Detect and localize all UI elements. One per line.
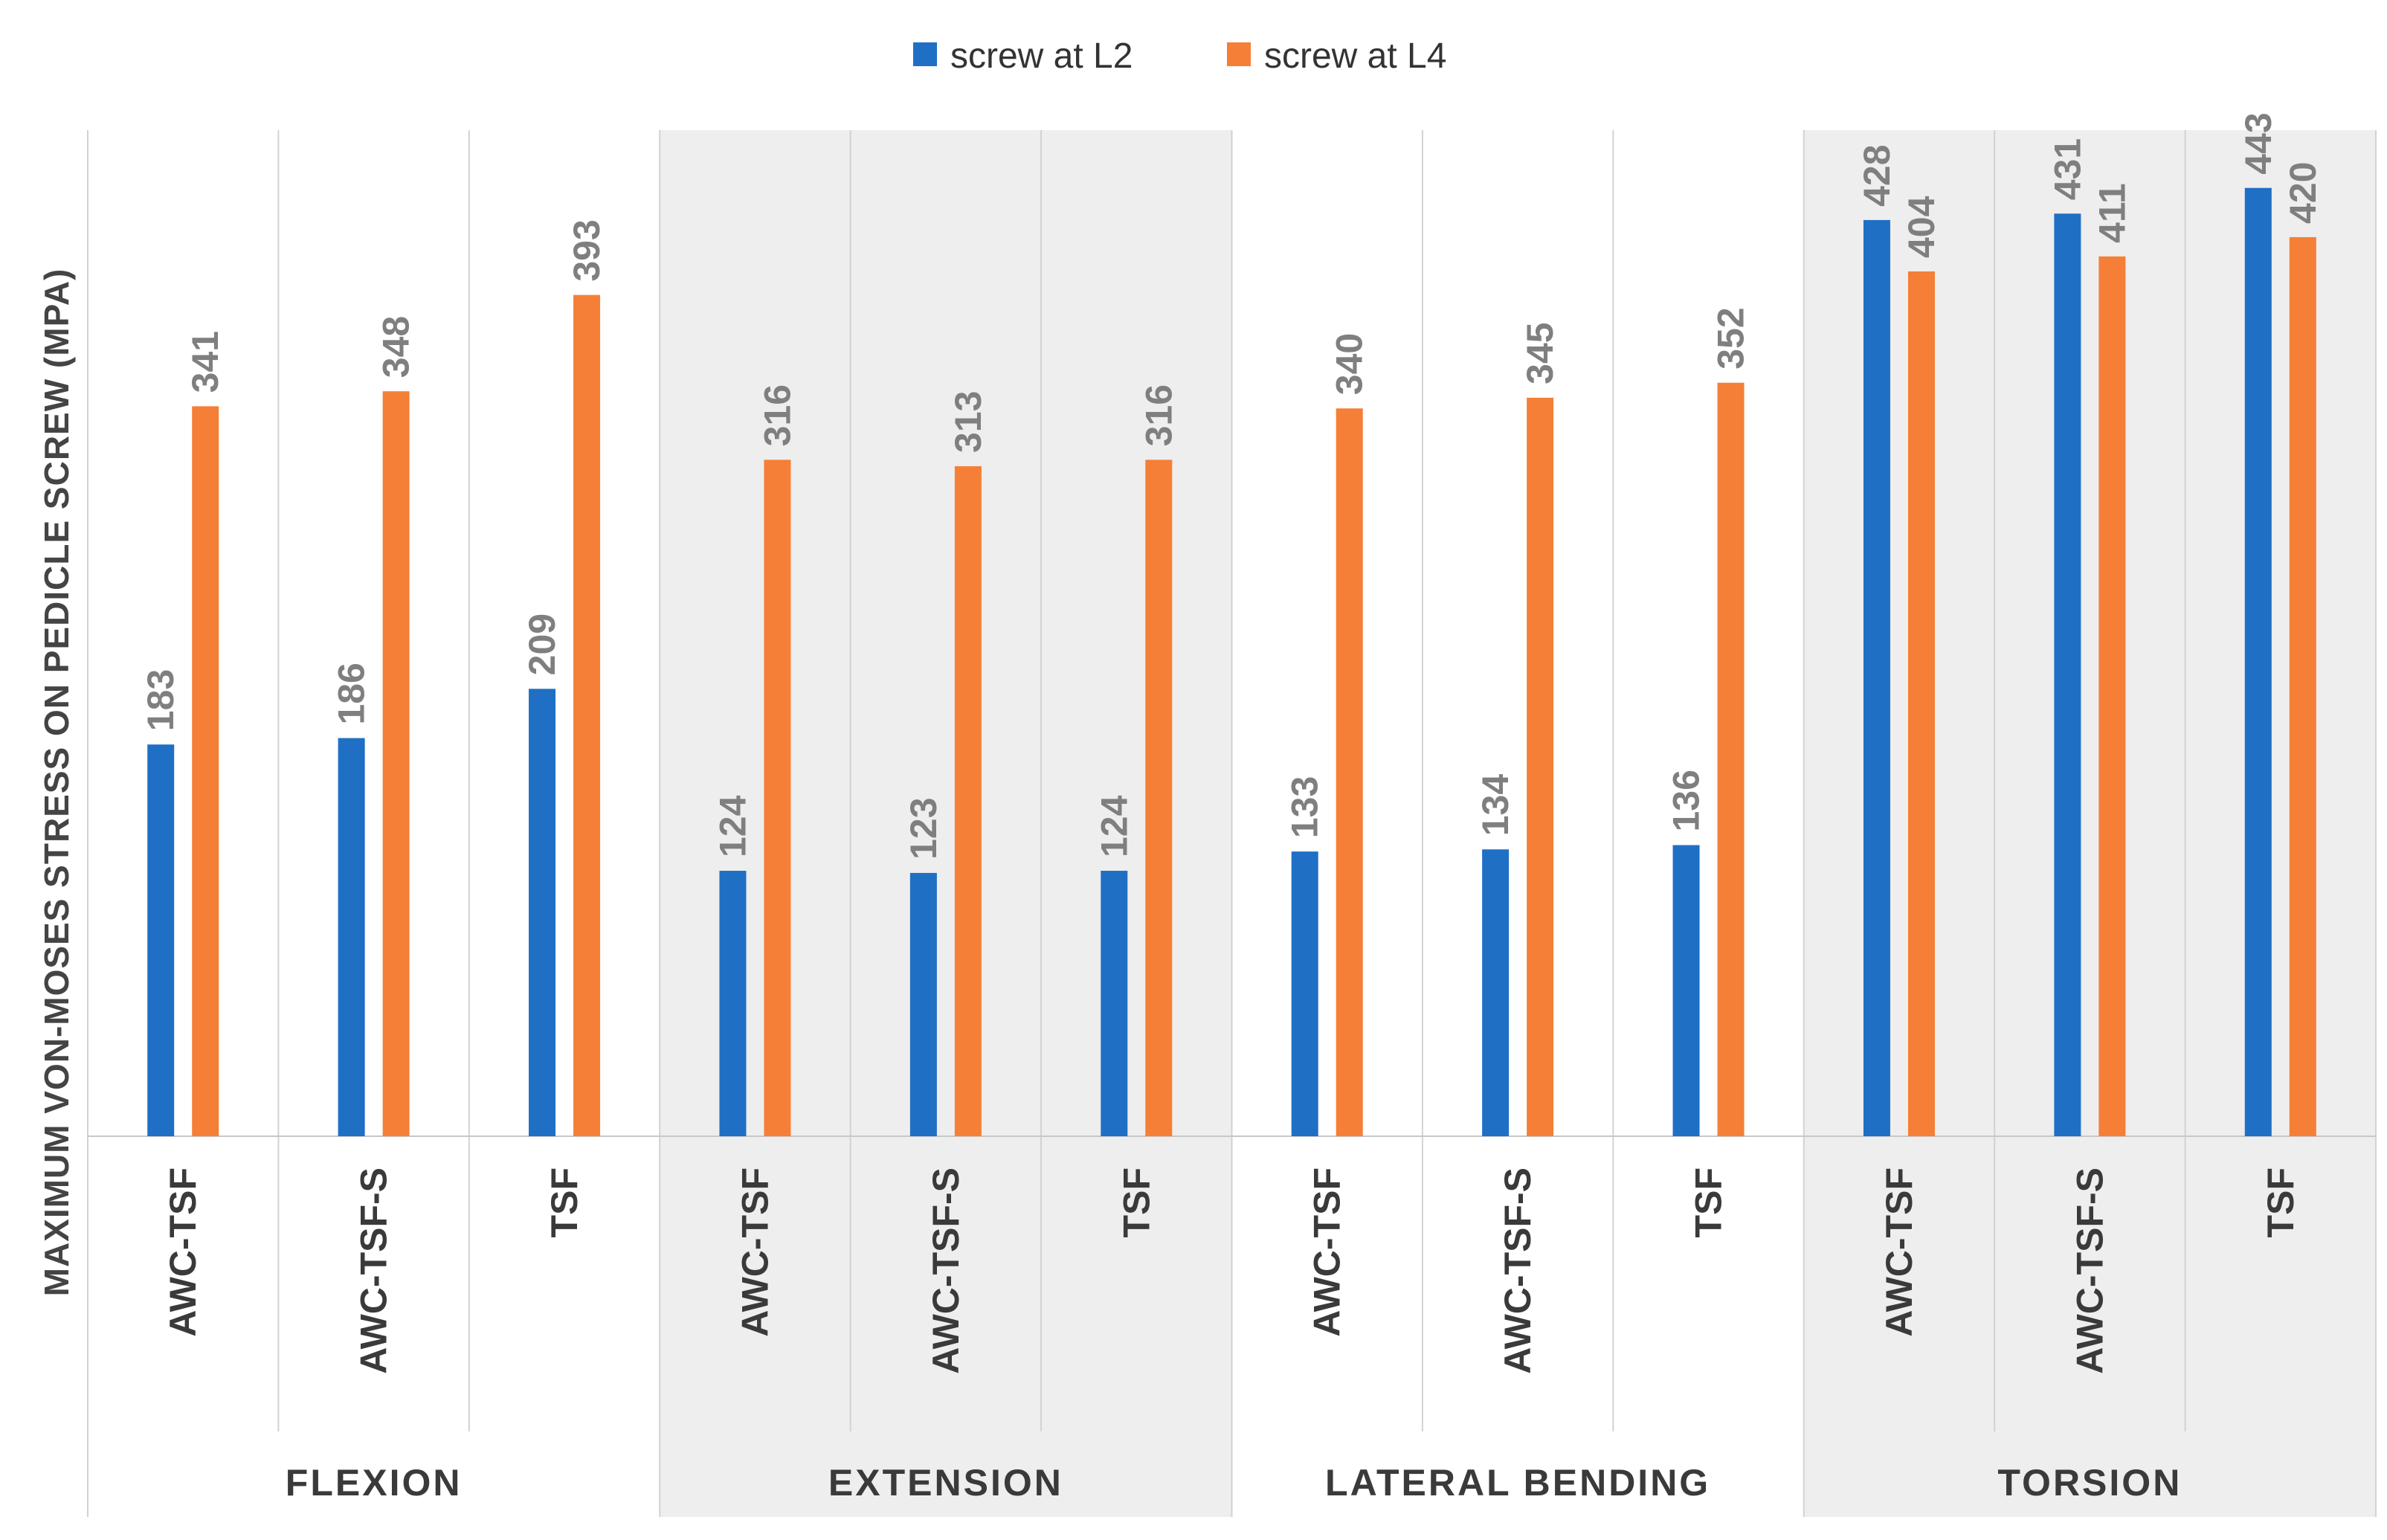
- value-label-l4-9: 352: [1710, 307, 1752, 369]
- bar-l4-4: [764, 460, 791, 1136]
- value-label-l4-6: 316: [1138, 384, 1179, 446]
- bar-l4-10: [1907, 271, 1935, 1137]
- bar-l2-1: [147, 744, 175, 1136]
- bar-l4-7: [1336, 408, 1363, 1136]
- category-label-12: TSF: [2260, 1167, 2301, 1237]
- legend-swatch-l2: [913, 42, 937, 66]
- group-shade-extension: [660, 130, 1232, 1517]
- legend-label-l2: screw at L2: [950, 36, 1133, 76]
- bar-l2-7: [1291, 851, 1318, 1136]
- group-label-extension: EXTENSION: [828, 1462, 1063, 1504]
- y-axis-label: MAXIMUM VON-MOSES STRESS ON PEDICLE SCRE…: [37, 268, 76, 1297]
- group-label-lateral-bending: LATERAL BENDING: [1325, 1462, 1710, 1504]
- bar-l4-9: [1717, 382, 1745, 1136]
- bar-l4-8: [1527, 397, 1554, 1136]
- value-label-l4-4: 316: [756, 384, 798, 446]
- value-label-l2-6: 124: [1093, 795, 1135, 857]
- group-label-torsion: TORSION: [1997, 1462, 2182, 1504]
- category-label-10: AWC-TSF: [1878, 1167, 1920, 1337]
- value-label-l2-5: 123: [903, 797, 944, 859]
- bar-l4-12: [2289, 236, 2316, 1136]
- bar-l2-2: [338, 738, 365, 1136]
- value-label-l2-2: 186: [331, 663, 373, 724]
- legend: screw at L2 screw at L4: [913, 36, 1446, 76]
- labels-layer: FLEXION EXTENSION LATERAL BENDING TORSION 18…: [140, 112, 2324, 1504]
- group-shade-torsion: [1803, 130, 2376, 1517]
- value-label-l4-12: 420: [2282, 161, 2324, 223]
- value-label-l4-3: 393: [566, 219, 608, 281]
- value-label-l2-10: 428: [1856, 144, 1898, 206]
- category-label-5: AWC-TSF-S: [925, 1167, 967, 1374]
- value-label-l4-11: 411: [2091, 183, 2133, 243]
- bars-layer: [147, 187, 2316, 1137]
- bar-l2-5: [909, 872, 937, 1136]
- value-label-l4-7: 340: [1329, 333, 1370, 395]
- bar-l4-2: [382, 391, 410, 1136]
- value-label-l2-11: 431: [2046, 138, 2088, 200]
- category-label-7: AWC-TSF: [1307, 1167, 1348, 1337]
- value-label-l2-7: 133: [1284, 776, 1326, 838]
- bar-l2-11: [2054, 213, 2081, 1136]
- legend-swatch-l4: [1227, 42, 1251, 66]
- separator-layer: [87, 130, 2377, 1517]
- bar-l2-4: [719, 871, 747, 1136]
- value-label-l4-8: 345: [1519, 322, 1561, 384]
- bar-l4-5: [954, 465, 982, 1136]
- bar-l4-3: [573, 294, 601, 1136]
- value-label-l4-5: 313: [947, 391, 989, 453]
- bar-l4-1: [192, 406, 219, 1136]
- category-label-8: AWC-TSF-S: [1497, 1167, 1539, 1374]
- bar-l4-11: [2098, 256, 2126, 1136]
- bar-l2-3: [529, 689, 556, 1136]
- category-label-2: AWC-TSF-S: [353, 1167, 395, 1374]
- category-label-6: TSF: [1115, 1167, 1157, 1237]
- value-label-l2-1: 183: [140, 669, 181, 731]
- bar-l4-6: [1145, 460, 1173, 1136]
- category-label-11: AWC-TSF-S: [2069, 1167, 2110, 1374]
- group-shading-layer: [660, 130, 2376, 1517]
- bar-l2-6: [1101, 871, 1128, 1136]
- bar-l2-10: [1863, 219, 1890, 1136]
- value-label-l4-10: 404: [1901, 196, 1942, 258]
- value-label-l2-12: 443: [2238, 112, 2279, 174]
- bar-l2-9: [1672, 845, 1700, 1136]
- value-label-l2-3: 209: [521, 613, 563, 675]
- value-label-l4-1: 341: [184, 331, 226, 393]
- value-label-l2-4: 124: [712, 795, 753, 857]
- category-label-1: AWC-TSF: [162, 1167, 204, 1337]
- bar-l2-12: [2244, 187, 2272, 1136]
- category-label-3: TSF: [544, 1167, 585, 1237]
- value-label-l2-9: 136: [1666, 770, 1707, 831]
- bar-l2-8: [1482, 849, 1510, 1136]
- value-label-l4-2: 348: [376, 316, 417, 378]
- legend-label-l4: screw at L4: [1264, 36, 1446, 76]
- category-label-4: AWC-TSF: [734, 1167, 776, 1337]
- category-label-9: TSF: [1688, 1167, 1730, 1237]
- group-label-flexion: FLEXION: [286, 1462, 463, 1504]
- value-label-l2-8: 134: [1475, 774, 1516, 837]
